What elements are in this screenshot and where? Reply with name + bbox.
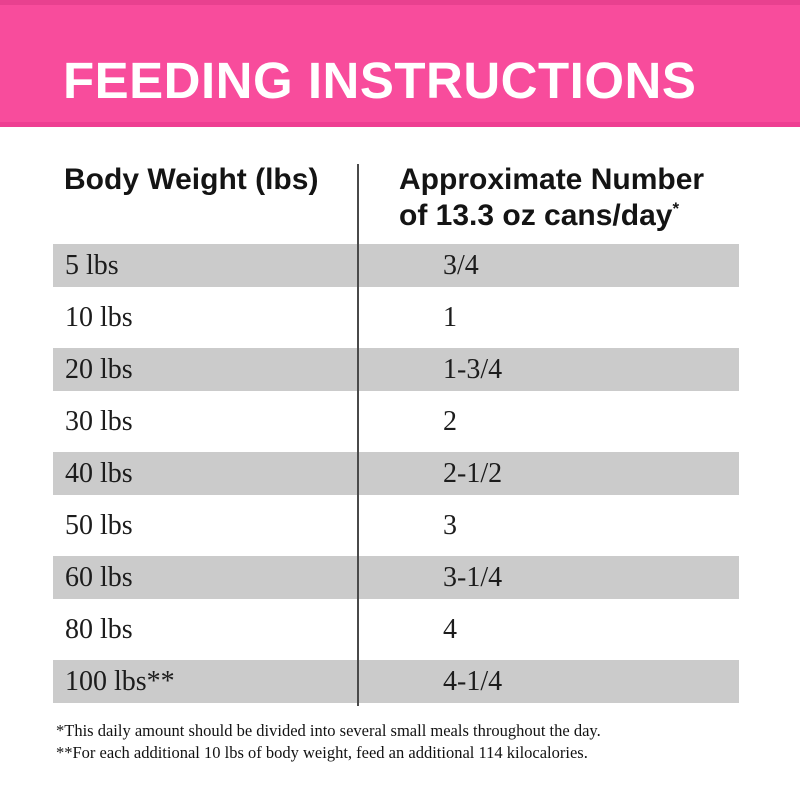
column-header-cans-line1: Approximate Number xyxy=(399,163,705,196)
table-row: 80 lbs 4 xyxy=(53,604,739,656)
table-row: 100 lbs** 4-1/4 xyxy=(53,656,739,708)
cans-per-day-cell: 4-1/4 xyxy=(443,666,503,697)
body-weight-cell: 50 lbs xyxy=(65,510,133,541)
cans-per-day-cell: 3/4 xyxy=(443,250,479,281)
cans-per-day-cell: 2 xyxy=(443,406,457,437)
column-header-cans-line2: of 13.3 oz cans/day xyxy=(399,199,673,232)
column-header-cans-per-day: Approximate Number of 13.3 oz cans/day* xyxy=(399,162,739,234)
table-row: 60 lbs 3-1/4 xyxy=(53,552,739,604)
body-weight-cell: 100 lbs** xyxy=(65,666,175,697)
cans-per-day-cell: 1 xyxy=(443,302,457,333)
body-weight-cell: 60 lbs xyxy=(65,562,133,593)
table-row: 50 lbs 3 xyxy=(53,500,739,552)
cans-per-day-cell: 1-3/4 xyxy=(443,354,503,385)
footnotes: *This daily amount should be divided int… xyxy=(56,720,756,764)
column-divider-line xyxy=(357,164,359,706)
body-weight-cell: 40 lbs xyxy=(65,458,133,489)
cans-per-day-cell: 3-1/4 xyxy=(443,562,503,593)
body-weight-cell: 5 lbs xyxy=(65,250,119,281)
body-weight-cell: 20 lbs xyxy=(65,354,133,385)
cans-per-day-cell: 2-1/2 xyxy=(443,458,503,489)
cans-per-day-cell: 4 xyxy=(443,614,457,645)
cans-per-day-cell: 3 xyxy=(443,510,457,541)
table-row: 10 lbs 1 xyxy=(53,292,739,344)
footnote-additional-weight: **For each additional 10 lbs of body wei… xyxy=(56,743,588,762)
feeding-table-body: 5 lbs 3/4 10 lbs 1 20 lbs 1-3/4 30 lbs 2… xyxy=(53,240,739,708)
body-weight-cell: 10 lbs xyxy=(65,302,133,333)
body-weight-cell: 30 lbs xyxy=(65,406,133,437)
table-row: 40 lbs 2-1/2 xyxy=(53,448,739,500)
column-header-body-weight: Body Weight (lbs) xyxy=(64,163,319,196)
table-row: 30 lbs 2 xyxy=(53,396,739,448)
table-row: 5 lbs 3/4 xyxy=(53,240,739,292)
body-weight-cell: 80 lbs xyxy=(65,614,133,645)
table-row: 20 lbs 1-3/4 xyxy=(53,344,739,396)
footnote-marker-single: * xyxy=(672,199,680,218)
footnote-daily-amount: *This daily amount should be divided int… xyxy=(56,721,601,740)
banner: FEEDING INSTRUCTIONS xyxy=(0,0,800,127)
page-title: FEEDING INSTRUCTIONS xyxy=(63,52,697,109)
